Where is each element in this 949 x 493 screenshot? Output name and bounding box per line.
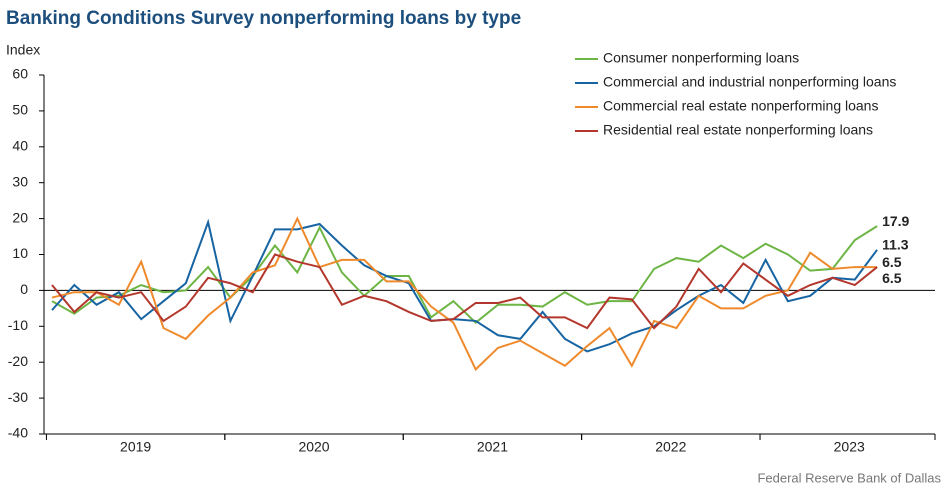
y-tick-label: -10 xyxy=(8,317,28,333)
series-line xyxy=(51,218,878,353)
y-tick-label: -20 xyxy=(8,353,28,369)
y-tick-label: 50 xyxy=(12,102,28,118)
source: Federal Reserve Bank of Dallas xyxy=(757,470,941,485)
x-tick-label: 2019 xyxy=(120,439,151,455)
legend-label: Commercial real estate nonperforming loa… xyxy=(603,98,878,114)
y-tick-label: 20 xyxy=(12,209,28,225)
end-label: 17.9 xyxy=(882,213,909,229)
series-line xyxy=(51,216,878,372)
chart-title: Banking Conditions Survey nonperforming … xyxy=(6,8,521,29)
x-tick-label: 2022 xyxy=(655,439,686,455)
y-tick-label: 60 xyxy=(12,66,28,82)
series-line xyxy=(51,253,878,330)
end-label: 11.3 xyxy=(882,237,909,253)
y-tick-label: 0 xyxy=(20,281,28,297)
y-tick-label: 40 xyxy=(12,138,28,154)
series-line xyxy=(51,225,878,325)
x-tick-label: 2021 xyxy=(477,439,508,455)
end-label: 6.5 xyxy=(882,270,902,286)
y-tick-label: 30 xyxy=(12,173,28,189)
y-tick-label: -30 xyxy=(8,389,28,405)
end-label: 6.5 xyxy=(882,254,902,270)
legend-label: Commercial and industrial nonperforming … xyxy=(603,74,896,90)
x-tick-label: 2020 xyxy=(298,439,329,455)
legend-label: Consumer nonperforming loans xyxy=(603,50,799,66)
y-tick-label: -40 xyxy=(8,425,28,441)
y-tick-label: 10 xyxy=(12,245,28,261)
y-axis-label: Index xyxy=(6,42,40,58)
legend-label: Residential real estate nonperforming lo… xyxy=(603,122,873,138)
x-tick-label: 2023 xyxy=(834,439,865,455)
